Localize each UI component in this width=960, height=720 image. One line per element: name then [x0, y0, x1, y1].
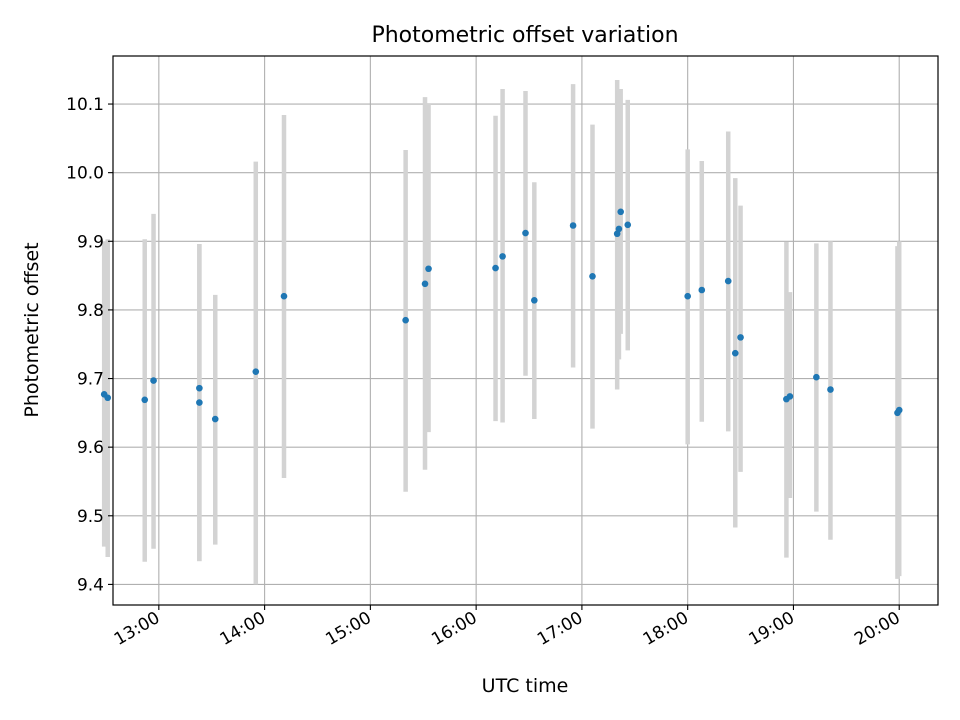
y-tick-label: 9.5: [77, 507, 104, 527]
y-axis-label: Photometric offset: [21, 242, 43, 417]
data-point: [786, 393, 794, 400]
axes-frame: [112, 55, 939, 606]
data-point: [731, 349, 739, 357]
data-point: [150, 377, 157, 384]
data-point: [737, 334, 744, 341]
y-tick-label: 10.1: [66, 95, 104, 115]
data-point: [589, 272, 596, 280]
data-point: [499, 253, 506, 260]
data-point: [617, 208, 624, 216]
data-point: [196, 384, 203, 392]
data-point: [698, 286, 706, 294]
data-point: [724, 277, 732, 285]
plot-area: [100, 55, 939, 606]
data-point: [421, 280, 429, 288]
chart-title: Photometric offset variation: [371, 23, 678, 48]
data-point: [569, 222, 577, 229]
data-point: [196, 399, 203, 406]
y-tick-label: 9.8: [77, 301, 104, 321]
data-point: [492, 264, 499, 272]
data-point: [402, 316, 409, 324]
data-point: [280, 292, 288, 300]
y-tick-label: 10.0: [66, 164, 104, 184]
data-point: [104, 394, 112, 402]
data-point: [522, 229, 529, 237]
y-tick-label: 9.7: [77, 370, 104, 390]
data-point: [684, 292, 691, 300]
data-point: [531, 297, 538, 304]
y-tick-label: 9.4: [77, 575, 104, 595]
x-axis-label: UTC time: [482, 675, 569, 697]
data-point: [252, 368, 260, 375]
y-tick-label: 9.6: [77, 438, 104, 458]
data-point: [813, 373, 820, 381]
data-points: [100, 208, 903, 423]
data-point: [211, 415, 219, 423]
y-tick-label: 9.9: [77, 232, 104, 252]
data-point: [827, 386, 834, 393]
data-point: [895, 406, 903, 414]
y-axis-ticks: 9.4 9.5 9.6 9.7 9.8 9.9 10.0 10.1: [66, 95, 113, 595]
data-point: [425, 265, 432, 273]
data-point: [615, 225, 623, 233]
data-point: [624, 221, 632, 229]
data-point: [141, 396, 149, 404]
